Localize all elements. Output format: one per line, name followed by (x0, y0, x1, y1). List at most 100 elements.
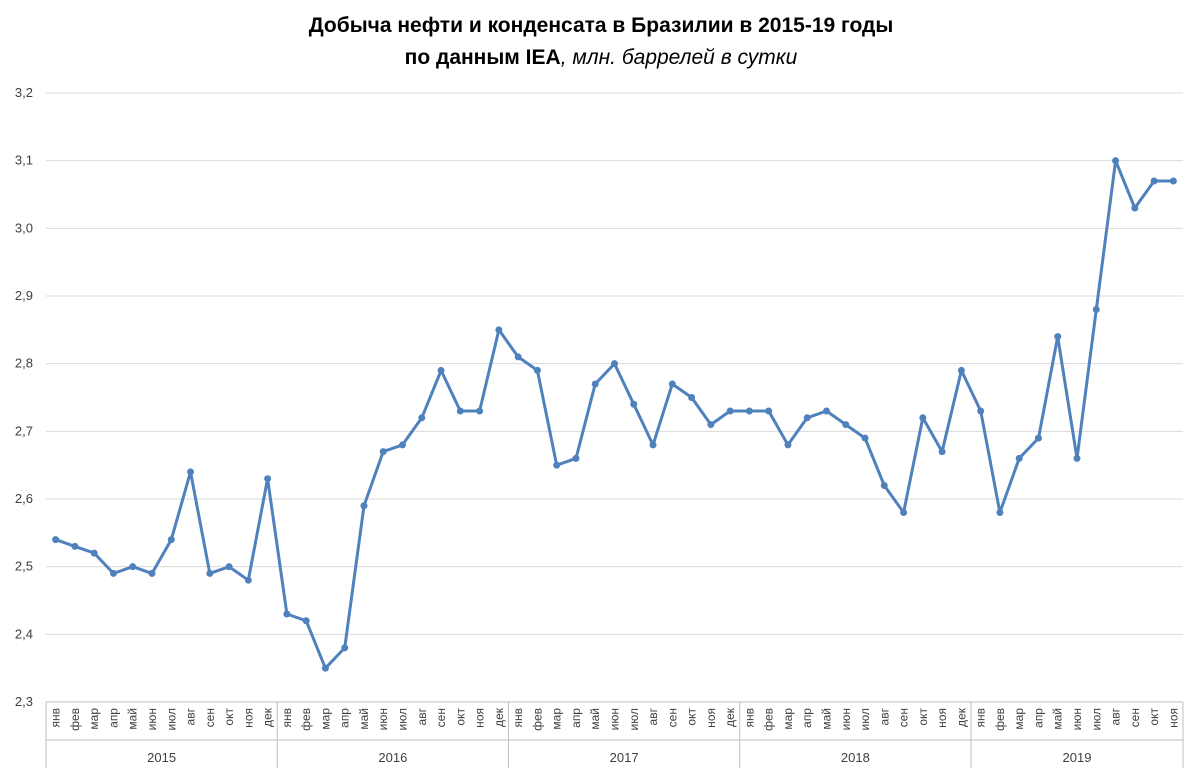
y-tick-label: 3,2 (15, 85, 33, 100)
x-tick-label: мар (550, 708, 564, 730)
x-tick-label: июл (396, 708, 410, 730)
x-tick-label: сен (897, 708, 911, 727)
data-point (591, 380, 599, 388)
x-tick-label: май (357, 708, 371, 730)
x-tick-label: янв (280, 708, 294, 728)
data-point (668, 380, 676, 388)
x-tick-label: фев (762, 708, 776, 731)
data-point (861, 434, 869, 442)
data-point (283, 610, 291, 618)
y-tick-label: 2,6 (15, 491, 33, 506)
data-point (1054, 333, 1062, 341)
data-point (1131, 204, 1139, 212)
data-point (919, 414, 927, 422)
x-tick-label: дек (492, 707, 506, 727)
x-tick-label: янв (511, 708, 525, 728)
x-tick-label: мар (87, 708, 101, 730)
data-point (71, 542, 79, 550)
data-point (244, 576, 252, 584)
x-tick-label: апр (106, 708, 120, 728)
x-tick-label: сен (434, 708, 448, 727)
year-label: 2019 (1063, 750, 1092, 765)
x-tick-label: апр (569, 708, 583, 728)
x-tick-label: авг (1109, 707, 1123, 725)
data-point (822, 407, 830, 415)
x-tick-label: янв (974, 708, 988, 728)
x-tick-label: апр (1031, 708, 1045, 728)
data-point (437, 366, 445, 374)
x-tick-label: ноя (473, 708, 487, 728)
y-tick-label: 2,5 (15, 559, 33, 574)
x-tick-label: июл (1089, 708, 1103, 730)
chart-subtitle-source: по данным IEA (404, 46, 561, 69)
year-label: 2016 (378, 750, 407, 765)
x-tick-label: фев (530, 708, 544, 731)
data-point (803, 414, 811, 422)
data-point (707, 421, 715, 429)
data-point (630, 400, 638, 408)
x-tick-label: окт (453, 708, 467, 726)
data-point (1169, 177, 1177, 185)
x-tick-label: июн (608, 708, 622, 730)
x-tick-label: янв (49, 708, 63, 728)
x-tick-label: окт (1147, 708, 1161, 726)
data-point (842, 421, 850, 429)
x-tick-label: фев (68, 708, 82, 731)
chart-subtitle-units: , млн. баррелей в сутки (560, 46, 798, 69)
chart-title: Добыча нефти и конденсата в Бразилии в 2… (308, 14, 894, 37)
x-tick-label: июл (164, 708, 178, 730)
year-label: 2017 (610, 750, 639, 765)
data-point (649, 441, 657, 449)
x-tick-label: сен (1128, 708, 1142, 727)
x-tick-label: авг (877, 707, 891, 725)
x-tick-label: май (588, 708, 602, 730)
x-tick-label: июн (839, 708, 853, 730)
x-tick-label: июл (627, 708, 641, 730)
x-tick-label: фев (993, 708, 1007, 731)
data-point (938, 448, 946, 456)
x-tick-label: мар (781, 708, 795, 730)
data-point (476, 407, 484, 415)
x-tick-label: май (1051, 708, 1065, 730)
x-tick-label: авг (646, 707, 660, 725)
x-tick-label: июн (376, 708, 390, 730)
x-tick-label: мар (318, 708, 332, 730)
y-tick-label: 2,8 (15, 356, 33, 371)
x-tick-label: мар (1012, 708, 1026, 730)
x-tick-label: май (126, 708, 140, 730)
x-tick-label: ноя (935, 708, 949, 728)
x-tick-label: июн (1070, 708, 1084, 730)
data-point (360, 502, 368, 510)
data-point (129, 563, 137, 571)
x-tick-label: ноя (241, 708, 255, 728)
x-tick-label: окт (916, 708, 930, 726)
data-point (688, 394, 696, 401)
x-tick-label: ноя (704, 708, 718, 728)
x-tick-label: дек (723, 707, 737, 727)
y-tick-label: 3,0 (15, 220, 33, 235)
data-point (90, 549, 98, 557)
data-point (264, 475, 272, 483)
data-point (880, 481, 888, 489)
data-point (977, 407, 985, 415)
data-point (1015, 454, 1023, 462)
x-tick-label: апр (338, 708, 352, 728)
x-tick-label: фев (299, 708, 313, 731)
x-tick-label: апр (800, 708, 814, 728)
y-tick-label: 3,1 (15, 153, 33, 168)
series-line (55, 159, 1174, 670)
data-point (1112, 157, 1120, 165)
data-point (321, 664, 329, 672)
data-point (765, 407, 773, 415)
x-tick-label: дек (261, 707, 275, 727)
x-tick-label: дек (954, 707, 968, 727)
data-point (1034, 434, 1042, 442)
data-point (206, 569, 214, 577)
year-label: 2015 (147, 750, 176, 765)
data-point (167, 536, 175, 544)
y-tick-label: 2,9 (15, 288, 33, 303)
data-point (726, 407, 734, 415)
data-point (341, 644, 349, 652)
data-point (957, 366, 965, 374)
data-point (456, 407, 464, 415)
